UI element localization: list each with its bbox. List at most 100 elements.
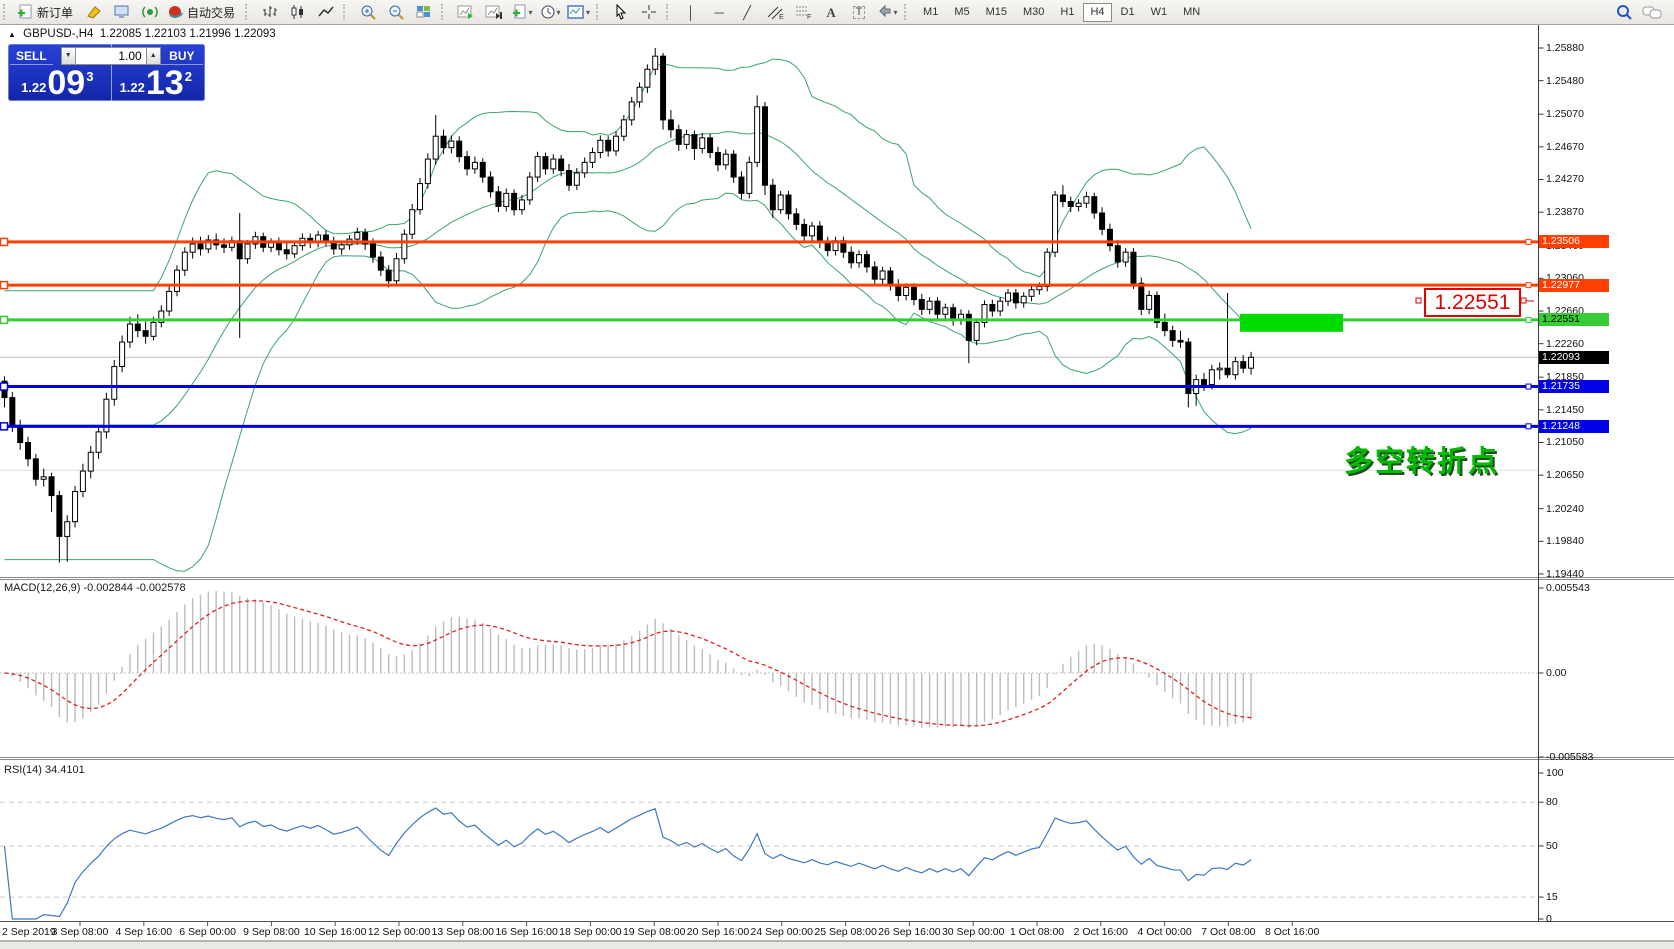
rsi-axis-tick: 100 — [1546, 767, 1564, 779]
x-axis-label: 4 Sep 16:00 — [115, 926, 173, 938]
trendline-icon: ╱ — [743, 4, 751, 20]
hline-object[interactable] — [0, 237, 1539, 247]
chart-shift-button[interactable] — [480, 1, 508, 23]
timeframe-m15[interactable]: M15 — [979, 3, 1014, 22]
x-axis-label: 3 Sep 08:00 — [51, 926, 109, 938]
price-axis-tick: 1.25880 — [1546, 42, 1584, 54]
trendline-tool[interactable]: ╱ — [733, 1, 761, 23]
x-axis-label: 18 Sep 00:00 — [559, 926, 622, 938]
buy-price-big: 13 — [145, 64, 184, 102]
sell-button[interactable]: SELL — [10, 47, 53, 65]
equidistant-channel-tool[interactable]: E — [761, 1, 789, 23]
price-axis-tick: 1.23870 — [1546, 206, 1584, 219]
periods-button[interactable]: ▾ — [536, 1, 564, 23]
arrows-tool[interactable]: ▾ — [873, 1, 901, 23]
sell-price-pip: 3 — [86, 69, 94, 84]
history-center-button[interactable] — [80, 1, 108, 23]
volume-down-button[interactable]: ▼ — [60, 47, 76, 65]
x-axis-label: 24 Sep 00:00 — [750, 926, 814, 938]
timeframe-w1[interactable]: W1 — [1144, 3, 1175, 22]
toolbar-grip[interactable] — [3, 4, 9, 20]
toolbar-grip[interactable] — [596, 4, 602, 20]
zoom-out-button[interactable] — [382, 1, 410, 23]
buy-price[interactable]: 1.22 13 2 — [107, 66, 206, 100]
macd-axis-tick: 0.005543 — [1546, 582, 1590, 594]
candles-series — [1, 48, 1255, 563]
svg-text:F: F — [807, 14, 811, 20]
toolbar-grip[interactable] — [904, 4, 910, 20]
templates-button[interactable]: ▾ — [564, 1, 593, 23]
buy-button[interactable]: BUY — [160, 47, 203, 65]
sell-price[interactable]: 1.22 09 3 — [8, 66, 107, 100]
x-axis-label: 10 Sep 16:00 — [303, 926, 367, 938]
timeframe-m30[interactable]: M30 — [1016, 3, 1051, 22]
x-axis-label: 4 Oct 00:00 — [1137, 926, 1192, 938]
timeframe-mn[interactable]: MN — [1176, 3, 1207, 22]
text-tool[interactable]: A — [817, 1, 845, 23]
hline-object[interactable] — [0, 422, 1539, 431]
fibonacci-tool[interactable]: F — [789, 1, 817, 23]
rsi-axis-tick: 50 — [1546, 840, 1558, 852]
brush-icon — [87, 6, 101, 19]
price-axis-tick: 1.22260 — [1546, 337, 1584, 350]
bar-chart-button[interactable] — [256, 1, 284, 23]
toolbar-grip[interactable] — [343, 4, 349, 20]
panel-collapse-icon[interactable]: ▲ — [8, 30, 16, 39]
signals-button[interactable] — [136, 1, 164, 23]
horizontal-line-tool[interactable]: ─ — [705, 1, 733, 23]
market-watch-button[interactable] — [108, 1, 136, 23]
timeframe-h4[interactable]: H4 — [1083, 2, 1112, 22]
timeframe-d1[interactable]: D1 — [1114, 3, 1142, 22]
toolbar-grip[interactable] — [245, 4, 251, 20]
horizontal-line-icon: ─ — [714, 4, 724, 20]
timeframe-m1[interactable]: M1 — [916, 3, 945, 22]
hline-object[interactable] — [0, 382, 1539, 391]
timeframe-h1[interactable]: H1 — [1053, 3, 1081, 22]
toolbar-grip[interactable] — [441, 4, 447, 20]
auto-scroll-button[interactable] — [452, 1, 480, 23]
dropdown-icon: ▾ — [586, 7, 591, 17]
auto-trading-button[interactable]: 自动交易 — [164, 1, 242, 23]
volume-input[interactable] — [75, 47, 146, 65]
search-button[interactable] — [1610, 1, 1638, 23]
price-axis-tick: 1.20650 — [1546, 469, 1584, 482]
x-axis-label: 30 Sep 00:00 — [941, 926, 1005, 938]
highlight-rectangle[interactable] — [1240, 313, 1343, 332]
cursor-tool-button[interactable] — [607, 1, 635, 23]
candlestick-chart-icon — [291, 5, 304, 19]
auto-scroll-icon — [457, 5, 474, 19]
price-axis-tick: 1.21450 — [1546, 403, 1584, 416]
channel-icon: E — [767, 6, 784, 20]
candlestick-chart-button[interactable] — [284, 1, 312, 23]
volume-stepper: ▼ ▲ — [60, 47, 161, 65]
new-order-label: 新订单 — [37, 5, 74, 20]
timeframe-m5[interactable]: M5 — [947, 3, 976, 22]
macd-signal-line — [4, 600, 1252, 727]
toolbar-grip[interactable] — [666, 4, 672, 20]
hline-object[interactable] — [0, 280, 1539, 290]
text-label-tool[interactable]: T — [845, 1, 873, 23]
macd-label: MACD(12,26,9) -0.002844 -0.002578 — [4, 582, 186, 594]
sell-price-base: 1.22 — [21, 80, 47, 95]
zoom-in-button[interactable] — [354, 1, 382, 23]
symbol-period-label: GBPUSD-,H4 — [23, 28, 94, 40]
x-axis-label: 1 Oct 08:00 — [1009, 926, 1065, 938]
cursor-icon — [616, 4, 627, 20]
new-chart-button[interactable]: ▾ — [508, 1, 536, 23]
volume-up-button[interactable]: ▲ — [145, 47, 161, 65]
macd-histogram — [11, 591, 1252, 728]
new-order-icon — [18, 4, 32, 19]
vertical-line-tool[interactable]: │ — [677, 1, 705, 23]
price-callout-label[interactable]: 1.22551 — [1424, 288, 1521, 317]
crosshair-tool-button[interactable] — [635, 1, 663, 23]
annotation-text[interactable]: 多空转折点 — [1344, 446, 1500, 478]
buy-price-pip: 2 — [184, 69, 192, 84]
new-order-button[interactable]: 新订单 — [14, 1, 80, 23]
volume-up-icon: ▲ — [149, 52, 157, 59]
tile-windows-button[interactable] — [410, 1, 438, 23]
rsi-line — [3, 807, 1252, 920]
price-axis-tick: 1.25070 — [1546, 108, 1584, 121]
line-chart-button[interactable] — [312, 1, 340, 23]
chat-button[interactable] — [1638, 1, 1666, 23]
